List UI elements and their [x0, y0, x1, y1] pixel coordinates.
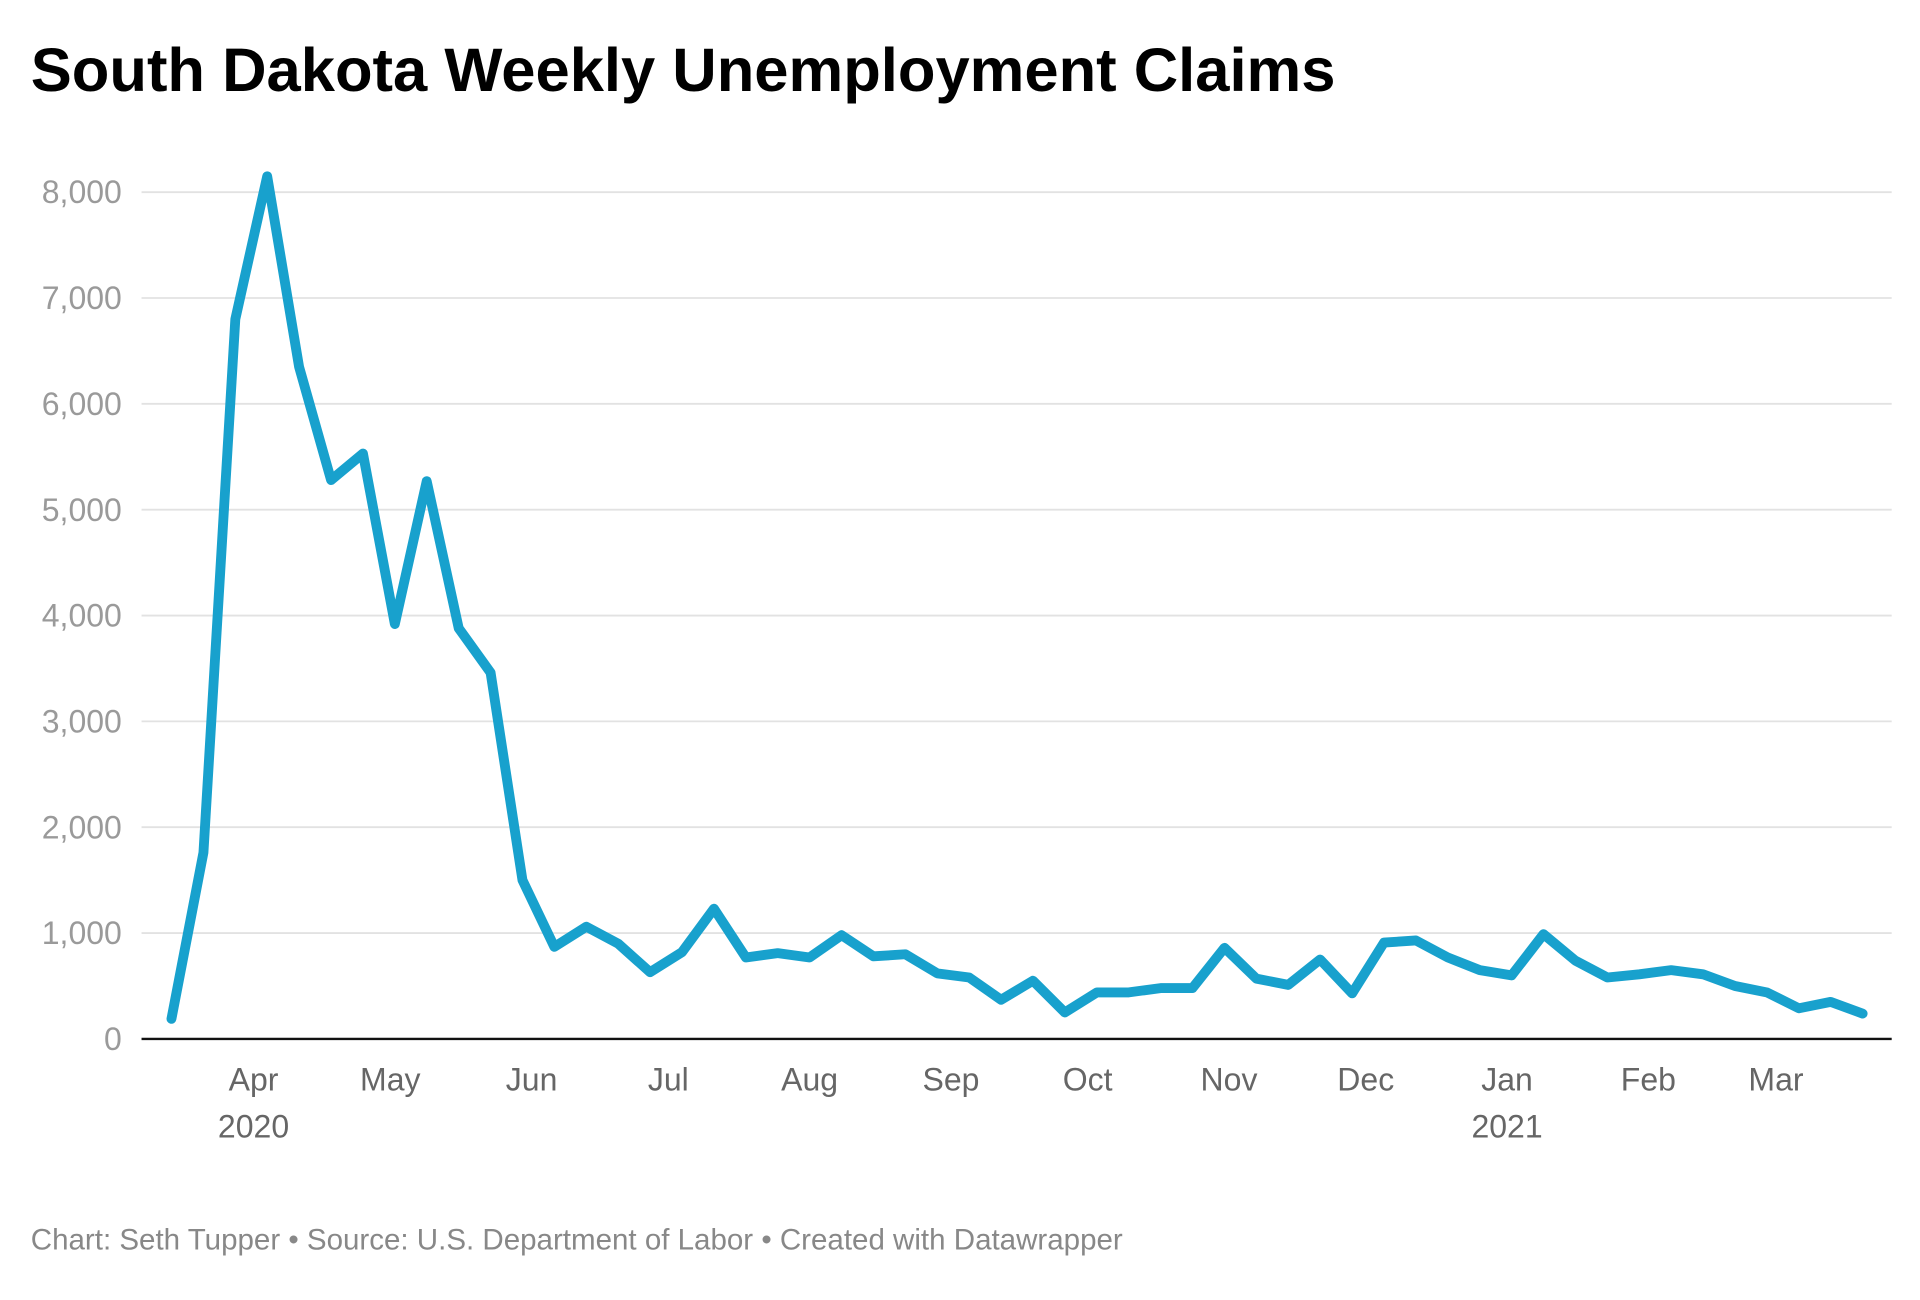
chart-footer: Chart: Seth Tupper • Source: U.S. Depart… [31, 1223, 1123, 1256]
y-tick-label: 2,000 [42, 809, 122, 845]
x-tick-label: Jun [506, 1062, 558, 1098]
series-line [166, 171, 1868, 1024]
x-tick-year-label: 2021 [1471, 1108, 1542, 1144]
x-tick-label: Apr [229, 1062, 279, 1098]
data-points [171, 176, 1863, 1019]
chart-title: South Dakota Weekly Unemployment Claims [31, 36, 1336, 105]
y-tick-label: 7,000 [42, 280, 122, 316]
y-tick-label: 4,000 [42, 598, 122, 634]
x-axis-ticks: Apr 2020 May Jun Jul Aug Sep Oct Nov Dec Jan 2021 Fe… [218, 1062, 1804, 1145]
y-tick-label: 0 [104, 1021, 122, 1057]
x-tick-label: Aug [781, 1062, 838, 1098]
x-tick-label: Nov [1201, 1062, 1258, 1098]
y-tick-label: 3,000 [42, 703, 122, 739]
y-tick-label: 6,000 [42, 386, 122, 422]
y-tick-label: 8,000 [42, 174, 122, 210]
y-tick-label: 1,000 [42, 915, 122, 951]
x-tick-year-label: 2020 [218, 1108, 289, 1144]
x-tick-label: May [360, 1062, 420, 1098]
x-tick-label: Feb [1621, 1062, 1676, 1098]
y-tick-label: 5,000 [42, 492, 122, 528]
x-tick-label: Jul [648, 1062, 689, 1098]
x-tick-label: Jan [1481, 1062, 1533, 1098]
x-tick-label: Mar [1748, 1062, 1803, 1098]
x-tick-label: Oct [1063, 1062, 1113, 1098]
x-tick-label: Sep [922, 1062, 979, 1098]
y-axis-ticks: 0 1,000 2,000 3,000 4,000 5,000 6,000 7,000 8,00… [42, 174, 122, 1057]
x-tick-label: Dec [1337, 1062, 1394, 1098]
